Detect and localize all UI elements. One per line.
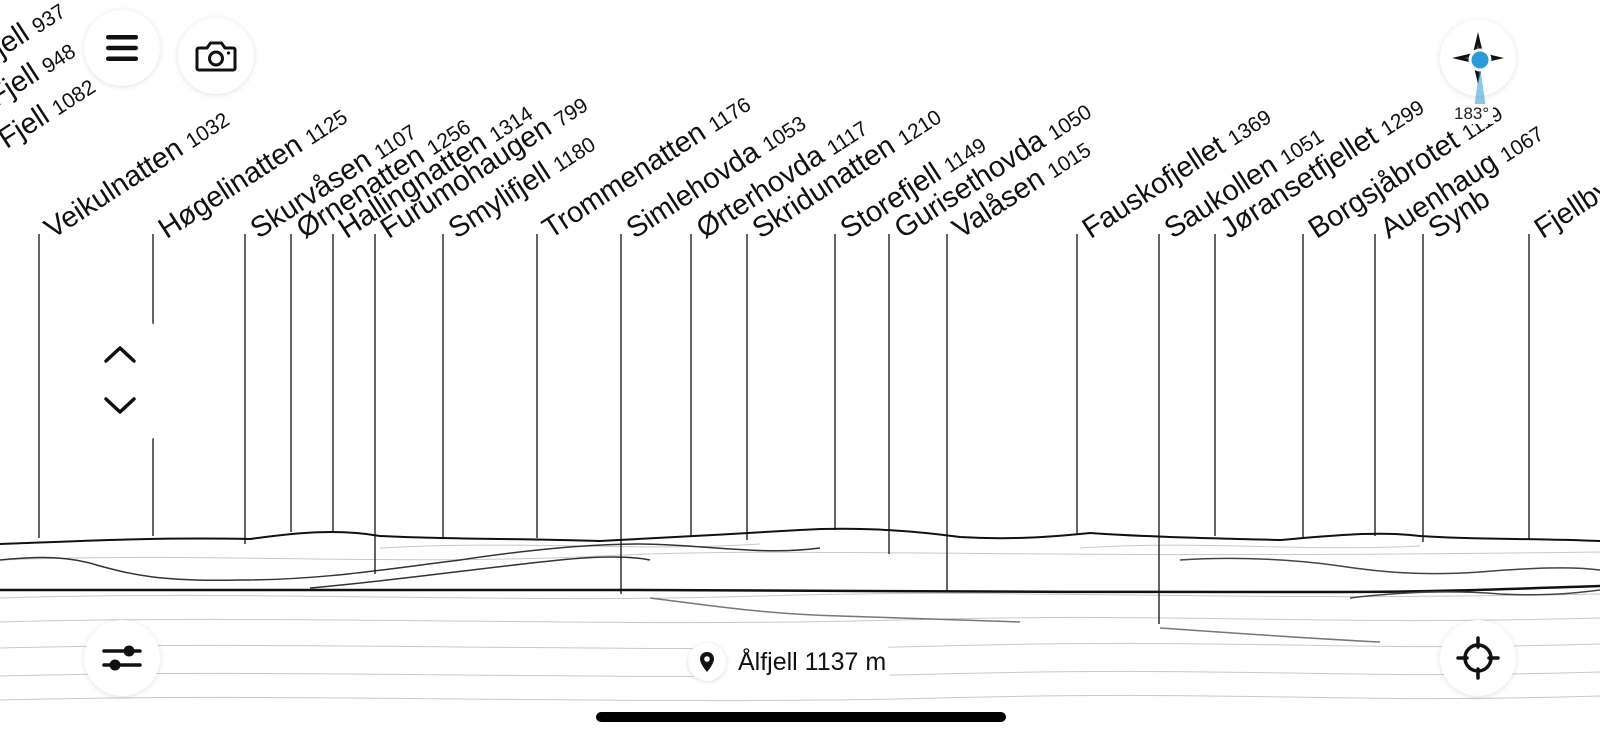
compass-heading: 183° [1450,104,1494,124]
hamburger-menu-icon [106,35,138,61]
crosshair-icon [1456,636,1500,680]
camera-icon [195,41,237,72]
tilt-control [84,322,156,440]
map-pin-icon [700,652,714,672]
chevron-down-icon [104,397,136,414]
tilt-down-button[interactable] [84,380,156,432]
sliders-icon [102,645,142,671]
filter-button[interactable] [84,620,160,696]
home-indicator[interactable] [596,712,1006,722]
locate-button[interactable] [1440,620,1516,696]
tilt-up-button[interactable] [84,328,156,380]
location-label: Ålfjell 1137 m [738,647,887,676]
location-indicator[interactable]: Ålfjell 1137 m [688,640,895,684]
chevron-up-icon [104,346,136,363]
camera-button[interactable] [178,18,254,94]
location-pin-button[interactable] [688,643,726,681]
menu-button[interactable] [84,10,160,86]
